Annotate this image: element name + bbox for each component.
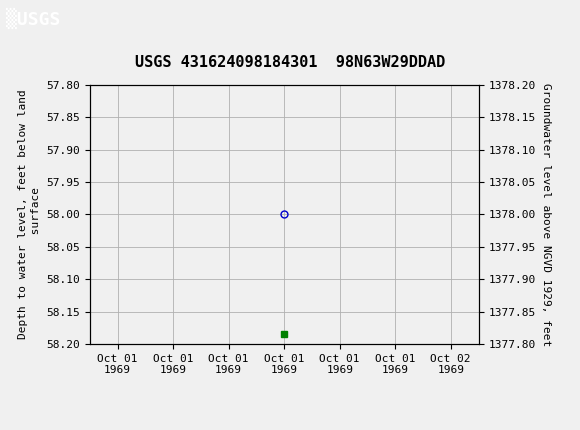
- Y-axis label: Depth to water level, feet below land
 surface: Depth to water level, feet below land su…: [19, 89, 41, 339]
- Text: ▒USGS: ▒USGS: [6, 8, 60, 29]
- Y-axis label: Groundwater level above NGVD 1929, feet: Groundwater level above NGVD 1929, feet: [541, 83, 551, 346]
- Text: USGS 431624098184301  98N63W29DDAD: USGS 431624098184301 98N63W29DDAD: [135, 55, 445, 70]
